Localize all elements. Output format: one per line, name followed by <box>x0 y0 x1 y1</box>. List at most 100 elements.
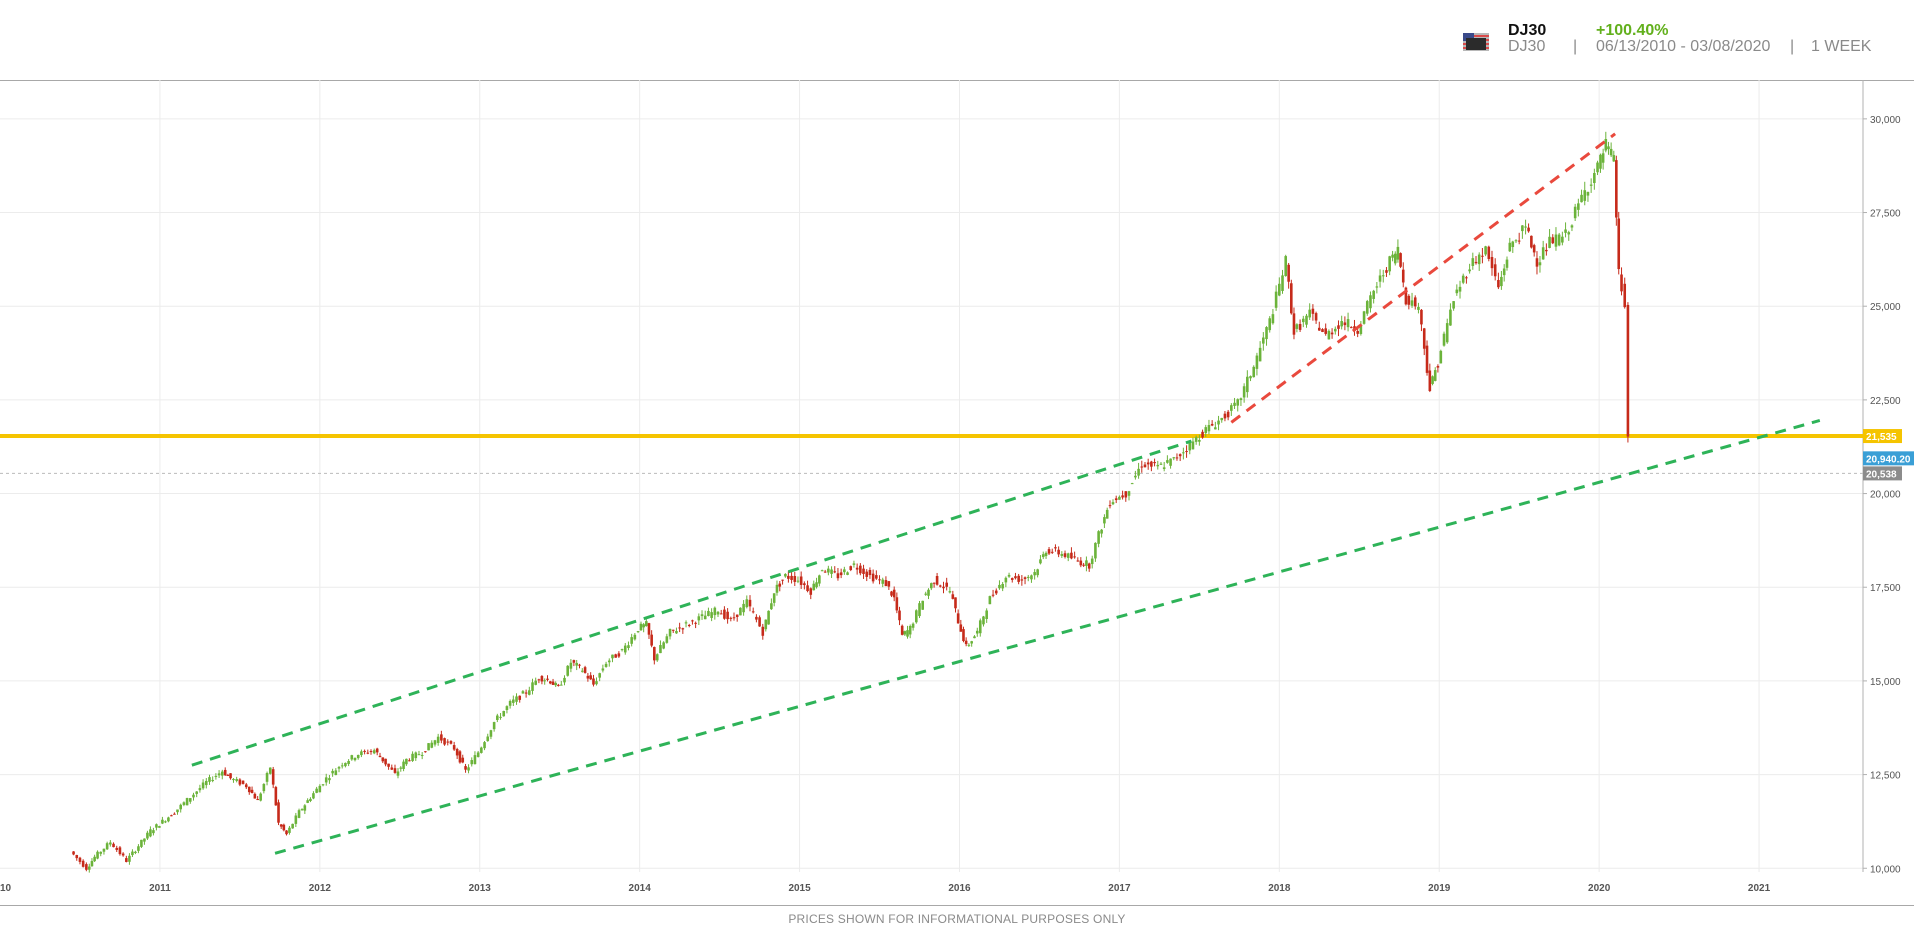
candle-body <box>1567 232 1571 235</box>
candle-body <box>1054 547 1057 549</box>
candle-body <box>265 773 269 782</box>
candle-body <box>1324 328 1327 334</box>
candle-body <box>499 716 502 718</box>
candle-body <box>852 563 856 565</box>
interval[interactable]: 1 WEEK <box>1811 38 1872 55</box>
candle-body <box>607 660 611 663</box>
candle-body <box>384 758 387 765</box>
candle-body <box>366 752 370 754</box>
price-chart[interactable]: 10,000 12,500 15,000 17,500 20,000 22,500 25,0… <box>0 80 1914 905</box>
candle-body <box>217 773 221 776</box>
candle-body <box>647 623 651 635</box>
candle-body <box>1425 345 1429 373</box>
candle-body <box>393 768 397 773</box>
candle-body <box>1417 306 1420 310</box>
candle-body <box>1047 549 1051 554</box>
candle-body <box>1589 184 1593 186</box>
candle-body <box>1500 276 1503 287</box>
candle-body <box>1372 290 1375 299</box>
candle-body <box>167 817 170 822</box>
candle-body <box>192 794 195 798</box>
candle-body <box>871 573 875 582</box>
sub-symbol: DJ30 <box>1508 38 1546 55</box>
candle-body <box>1609 148 1613 156</box>
candle-body <box>1517 240 1521 242</box>
candle-body <box>1548 236 1551 248</box>
candle-body <box>170 815 173 817</box>
candle-body <box>836 573 840 579</box>
candle-body <box>1527 227 1530 232</box>
candle-body <box>598 673 601 678</box>
candle-body <box>78 857 82 862</box>
candle-body <box>932 582 936 584</box>
candle-body <box>204 780 208 786</box>
candle-body <box>1268 318 1272 331</box>
candle-body <box>1287 264 1290 282</box>
candle-body <box>306 800 309 803</box>
candle-body <box>375 748 379 753</box>
candle-body <box>131 851 134 856</box>
candle-body <box>363 750 366 752</box>
green-channel-line <box>274 419 1821 855</box>
candle-body <box>659 645 662 654</box>
candle-body <box>105 843 109 850</box>
green-channel-line <box>191 439 1192 767</box>
candle-body <box>1060 554 1064 556</box>
candle-body <box>755 616 758 620</box>
candle-body <box>1044 552 1048 557</box>
candle-body <box>911 623 915 628</box>
candle-body <box>473 755 477 765</box>
candle-body <box>833 571 837 573</box>
candle-body <box>1217 420 1220 425</box>
candle-body <box>195 791 198 794</box>
candle-body <box>884 580 888 587</box>
candle-body <box>223 769 227 776</box>
candle-body <box>378 755 382 758</box>
candle-body <box>611 654 614 659</box>
y-tick-label: 10,000 <box>1870 864 1901 875</box>
y-tick-label: 30,000 <box>1870 115 1901 126</box>
candle-body <box>1249 376 1252 379</box>
candle-body <box>229 773 232 779</box>
candle-body <box>315 788 318 793</box>
current-price-badge-bg <box>1863 466 1902 481</box>
x-tick-label: 2018 <box>1268 883 1291 894</box>
candle-body <box>1223 413 1227 419</box>
candle-body <box>496 715 499 720</box>
candle-body <box>1623 283 1627 308</box>
candle-body <box>1308 309 1311 318</box>
candle-body <box>589 675 592 680</box>
candle-body <box>1265 327 1268 340</box>
candle-body <box>1094 542 1097 559</box>
candle-body <box>982 616 985 625</box>
candle-body <box>1143 464 1147 468</box>
candle-body <box>152 830 155 834</box>
candle-body <box>158 826 161 828</box>
y-tick-label: 22,500 <box>1870 396 1901 407</box>
candle-body <box>572 660 576 663</box>
candle-body <box>1617 218 1621 270</box>
candle-body <box>1070 552 1073 559</box>
candle-body <box>809 588 813 595</box>
candle-body <box>1388 256 1391 272</box>
candle-body <box>470 760 474 765</box>
candle-body <box>344 762 347 767</box>
candle-body <box>962 629 965 641</box>
candle-body <box>1428 370 1432 391</box>
candle-body <box>1103 517 1106 524</box>
candle-body <box>1484 246 1487 255</box>
candle-body <box>694 622 697 624</box>
candle-body <box>461 757 465 763</box>
candle-body <box>360 751 363 756</box>
candle-body <box>294 815 298 824</box>
candle-body <box>906 630 909 637</box>
candle-body <box>312 793 315 799</box>
x-tick-label: 2012 <box>309 883 332 894</box>
candle-body <box>1063 553 1067 557</box>
candle-body <box>748 599 752 607</box>
candle-body <box>1433 370 1437 381</box>
candle-body <box>452 745 456 750</box>
candle-body <box>1393 253 1397 264</box>
x-tick-label: 2020 <box>1588 883 1611 894</box>
candle-body <box>745 599 749 608</box>
